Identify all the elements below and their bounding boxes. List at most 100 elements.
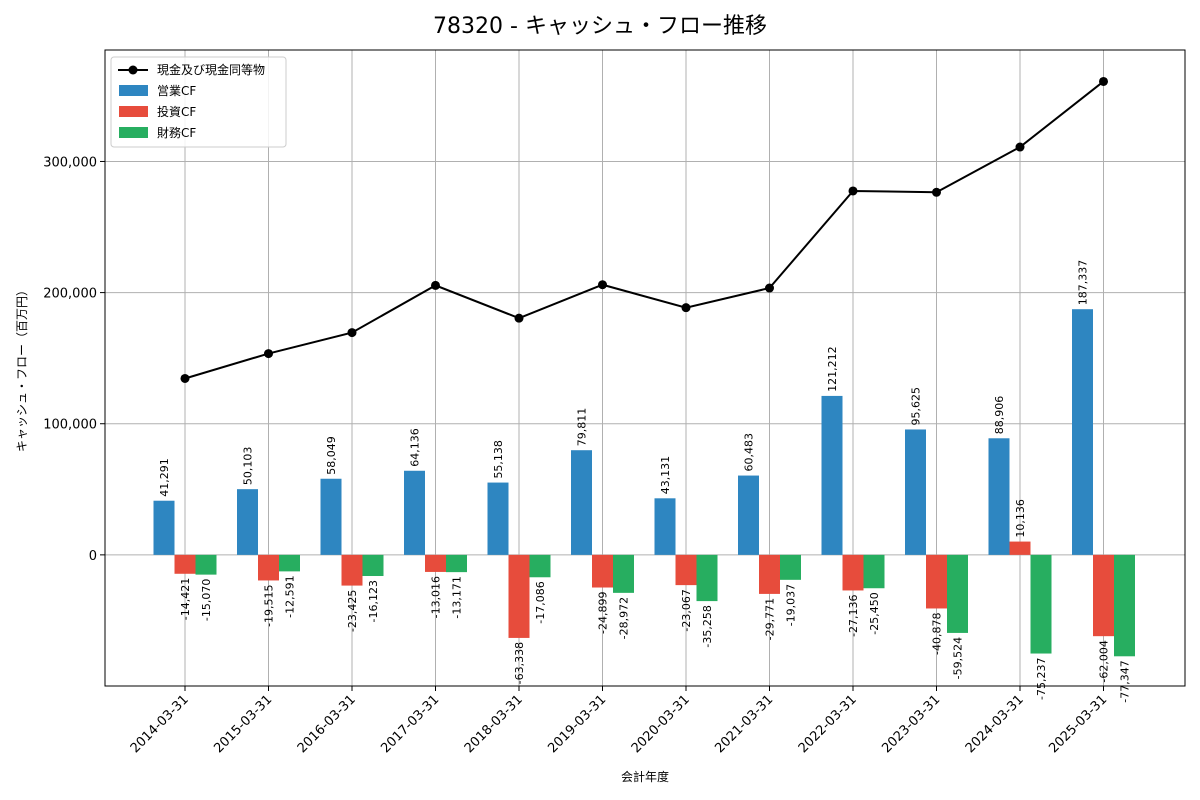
y-axis-label: キャッシュ・フロー（百万円） [15,284,29,452]
bar-投資CF [759,554,780,594]
y-axis-ticks: 0 100,000 200,000 300,000 [43,155,105,564]
legend-label: 財務CF [157,125,196,140]
bar-value-label: -17,086 [534,581,547,623]
legend-swatch [119,106,148,117]
bar-営業CF [571,450,592,555]
bar-value-label: -75,237 [1035,658,1048,700]
bar-財務CF [696,554,718,602]
bar-営業CF [905,429,926,555]
cash-line-point [681,303,691,313]
bar-営業CF [237,489,258,555]
bar-labels: 41,291 50,103 58,049 64,136 55,138 79,811 43,1… [158,260,1132,703]
bar-value-label: 58,049 [325,436,338,475]
cash-line-point [765,283,774,293]
cash-line [180,76,1108,383]
legend-swatch [119,85,148,96]
bar-value-label: 121,212 [826,346,839,392]
bars [153,309,1135,657]
x-tick-label: 2020-03-31 [629,692,693,756]
cash-line-point [932,187,941,197]
x-tick-label: 2014-03-31 [128,692,192,756]
bar-投資CF [842,554,864,591]
bar-value-label: 187,337 [1077,260,1090,306]
x-tick-label: 2024-03-31 [963,692,1027,756]
x-tick-label: 2023-03-31 [879,692,943,756]
bar-value-label: -13,016 [430,576,443,618]
y-tick-label: 300,000 [43,155,97,170]
x-tick-label: 2018-03-31 [462,692,526,756]
bar-value-label: -16,123 [367,580,380,622]
bar-財務CF [947,554,968,633]
bar-value-label: -40,878 [931,612,944,654]
bar-投資CF [926,554,947,609]
bar-財務CF [446,554,467,573]
bar-投資CF [1009,541,1031,555]
bar-財務CF [195,554,217,575]
bar-財務CF [279,554,300,572]
bar-value-label: -24,899 [597,592,610,634]
bar-value-label: -23,425 [346,590,359,632]
bar-財務CF [529,554,551,578]
bar-value-label: 50,103 [242,447,255,486]
bar-投資CF [508,554,530,638]
bar-投資CF [174,554,196,574]
chart-title: 78320 - キャッシュ・フロー推移 [433,14,767,39]
bar-value-label: -15,070 [200,579,213,621]
bar-value-label: -19,037 [785,584,798,626]
bar-value-label: -19,515 [263,584,276,626]
legend-line-marker [128,65,138,75]
cash-line-point [848,186,858,196]
bar-value-label: 79,811 [576,408,589,447]
legend-label: 営業CF [157,84,196,98]
bar-営業CF [404,470,425,555]
bar-value-label: -77,347 [1119,660,1132,702]
bar-営業CF [1072,309,1093,555]
bar-value-label: 64,136 [409,428,422,467]
x-tick-label: 2025-03-31 [1046,692,1110,756]
y-tick-label: 0 [89,549,97,564]
bar-value-label: -12,591 [284,575,297,617]
bar-value-label: 43,131 [659,456,672,495]
x-tick-label: 2019-03-31 [545,692,609,756]
bar-財務CF [780,554,801,580]
cash-line-point [180,373,190,383]
plot-frame [104,49,1186,687]
bar-投資CF [258,554,279,581]
x-tick-label: 2015-03-31 [211,692,275,756]
x-tick-label: 2021-03-31 [712,692,776,756]
x-axis-label: 会計年度 [621,769,669,784]
bar-営業CF [487,482,509,555]
bar-value-label: 55,138 [492,440,505,479]
bar-value-label: -13,171 [451,576,464,618]
cash-line-point [347,328,357,338]
bar-営業CF [821,395,843,555]
cash-line-point [264,349,273,359]
bar-value-label: 95,625 [910,387,923,426]
bar-営業CF [738,475,759,555]
bar-value-label: -62,004 [1098,640,1111,682]
cash-line-path [184,80,1105,380]
cash-line-point [1015,142,1025,152]
bar-投資CF [675,554,697,586]
bar-財務CF [1030,554,1052,654]
bar-営業CF [320,478,342,555]
bar-value-label: -28,972 [618,597,631,639]
bar-value-label: -14,421 [179,578,192,620]
bar-value-label: -63,338 [513,642,526,684]
cash-line-point [1099,76,1108,86]
bar-財務CF [362,554,384,577]
cash-line-point [431,280,440,290]
bar-value-label: -23,067 [680,589,693,631]
legend-label: 投資CF [157,104,196,119]
bar-value-label: 41,291 [158,458,171,497]
x-axis-ticks: 2014-03-31 2015-03-31 2016-03-31 2017-03-31… [128,686,1110,756]
bar-財務CF [863,554,885,589]
bar-投資CF [425,554,446,572]
bar-投資CF [1093,554,1114,637]
bar-value-label: 60,483 [743,433,756,472]
bar-value-label: -27,136 [847,594,860,636]
bar-value-label: 10,136 [1014,499,1027,538]
bar-投資CF [592,554,613,588]
y-tick-label: 100,000 [43,418,97,433]
